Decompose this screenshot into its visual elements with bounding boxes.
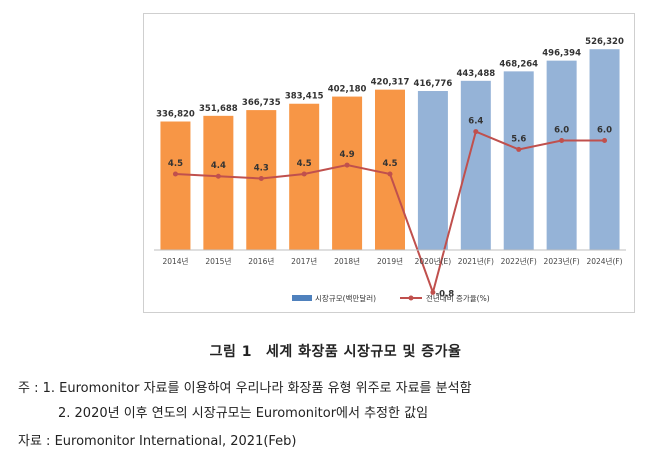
bar-value-label: 383,415 <box>285 92 324 102</box>
x-tick-label: 2022년(F) <box>501 256 537 266</box>
growth-value-label: 4.3 <box>254 163 269 173</box>
x-tick-label: 2020년(E) <box>415 256 452 266</box>
bar-8 <box>503 71 534 250</box>
labels-layer: 336,820 351,688 366,735 383,415 402,180 420,3… <box>156 37 624 299</box>
figure-caption-label: 그림 1 <box>209 344 252 360</box>
figure-caption: 그림 1 세계 화장품 시장규모 및 증가율 <box>0 341 671 361</box>
legend-bar-swatch <box>292 295 312 301</box>
bar-value-label: 443,488 <box>456 69 495 79</box>
bar-0 <box>160 121 191 251</box>
growth-value-label: 6.4 <box>468 117 483 127</box>
bar-3 <box>289 103 320 250</box>
bar-value-label: 366,735 <box>242 98 281 108</box>
bar-7 <box>460 80 491 251</box>
legend-bar-label: 시장규모(백만달러) <box>315 293 376 303</box>
source-note: 자료 : Euromonitor International, 2021(Feb… <box>18 434 297 449</box>
growth-value-label: 5.6 <box>511 134 526 144</box>
x-tick-label: 2021년(F) <box>458 256 494 266</box>
growth-value-label: -0.8 <box>436 289 455 299</box>
figure-caption-text: 세계 화장품 시장규모 및 증가율 <box>265 344 462 360</box>
note-1: 주 : 1. Euromonitor 자료를 이용하여 우리나라 화장품 유형 … <box>18 381 472 396</box>
chart: 336,820 351,688 366,735 383,415 402,180 420,3… <box>154 37 626 303</box>
growth-value-label: 4.5 <box>168 159 183 169</box>
bar-9 <box>546 60 577 250</box>
growth-point <box>301 171 307 177</box>
x-tick-label: 2023년(F) <box>544 256 580 266</box>
note-2: 2. 2020년 이후 연도의 시장규모는 Euromonitor에서 추정한 … <box>58 406 429 421</box>
x-tick-label: 2019년 <box>377 256 403 266</box>
bar-1 <box>203 115 234 250</box>
growth-point <box>215 173 221 179</box>
bars-layer <box>160 49 620 251</box>
bar-value-label: 416,776 <box>414 79 453 89</box>
growth-point <box>516 146 522 152</box>
growth-point <box>387 171 393 177</box>
growth-value-label: 4.5 <box>382 159 397 169</box>
line-layer <box>172 129 608 296</box>
growth-point <box>430 289 436 295</box>
bar-6 <box>417 91 448 250</box>
bar-value-label: 468,264 <box>499 59 538 69</box>
bar-value-label: 496,394 <box>542 49 581 59</box>
x-tick-label: 2024년(F) <box>586 256 622 266</box>
x-tick-label: 2015년 <box>205 256 231 266</box>
x-tick-label: 2017년 <box>291 256 317 266</box>
growth-point <box>344 162 350 168</box>
bar-4 <box>332 96 363 250</box>
growth-value-label: 4.5 <box>297 159 312 169</box>
bar-value-label: 351,688 <box>199 104 238 114</box>
growth-point <box>559 138 565 143</box>
growth-point <box>473 129 479 135</box>
growth-point <box>172 171 178 177</box>
growth-value-label: 4.4 <box>211 161 226 171</box>
growth-value-label: 4.9 <box>340 150 355 160</box>
legend: 시장규모(백만달러) 전년대비 증가율(%) <box>292 293 490 303</box>
legend-line-marker <box>408 295 414 301</box>
x-tick-label: 2018년 <box>334 256 360 266</box>
growth-point <box>602 138 608 143</box>
growth-point <box>258 175 264 181</box>
chart-frame: 336,820 351,688 366,735 383,415 402,180 420,3… <box>143 13 635 313</box>
bar-value-label: 420,317 <box>371 78 410 88</box>
bar-5 <box>375 89 405 250</box>
bar-10 <box>589 49 620 251</box>
bar-value-label: 336,820 <box>156 110 195 120</box>
bar-value-label: 526,320 <box>585 37 624 47</box>
legend-line-label: 전년대비 증가율(%) <box>426 293 490 303</box>
bar-value-label: 402,180 <box>328 85 367 95</box>
x-axis: 2014년 2015년 2016년 2017년 2018년 2019년 2020년(E) 20… <box>154 249 626 266</box>
growth-value-label: 6.0 <box>554 126 569 136</box>
x-tick-label: 2014년 <box>162 256 188 266</box>
growth-value-label: 6.0 <box>597 126 612 136</box>
x-tick-label: 2016년 <box>248 256 274 266</box>
